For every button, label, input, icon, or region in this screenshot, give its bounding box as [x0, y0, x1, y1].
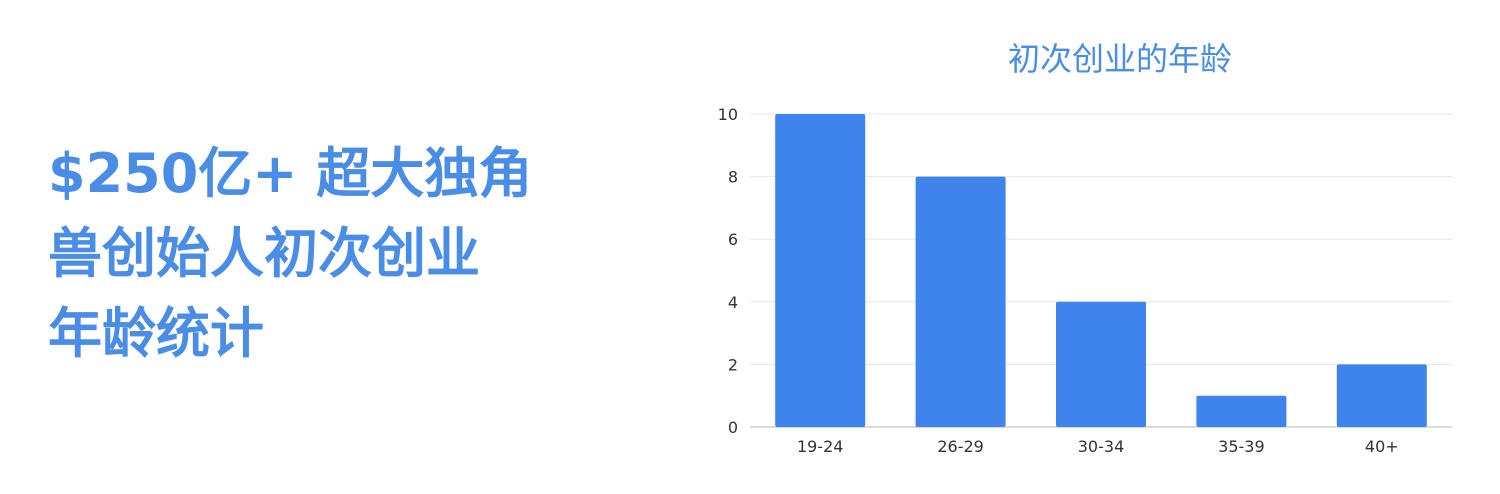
bar	[1336, 364, 1427, 427]
bar	[915, 176, 1006, 427]
y-tick-label: 2	[728, 355, 738, 374]
x-tick-label: 30-34	[1078, 437, 1125, 456]
headline-line-3: 年龄统计	[48, 302, 264, 365]
headline: $250亿+ 超大独角 兽创始人初次创业 年龄统计	[48, 134, 608, 374]
x-tick-label: 19-24	[797, 437, 844, 456]
y-tick-label: 10	[718, 105, 738, 124]
y-tick-label: 0	[728, 418, 738, 437]
x-tick-label: 40+	[1365, 437, 1399, 456]
chart-title: 初次创业的年龄	[1008, 40, 1232, 78]
bars	[775, 114, 1427, 427]
x-tick-label: 35-39	[1218, 437, 1265, 456]
bar	[1056, 301, 1146, 427]
y-tick-label: 8	[728, 168, 738, 187]
x-tick-label: 26-29	[937, 437, 984, 456]
bar	[775, 114, 866, 427]
y-axis: 0 2 4 6 8 10	[718, 105, 738, 437]
headline-line-1: $250亿+ 超大独角	[48, 142, 533, 205]
bar	[1196, 395, 1287, 427]
y-tick-label: 4	[728, 293, 738, 312]
y-tick-label: 6	[728, 230, 738, 249]
x-axis: 19-24 26-29 30-34 35-39 40+	[797, 437, 1399, 456]
headline-line-2: 兽创始人初次创业	[48, 222, 480, 285]
bar-chart: 初次创业的年龄 0 2 4 6 8 10 19-24 26-29 30-34 35-39 40+	[718, 40, 1452, 456]
